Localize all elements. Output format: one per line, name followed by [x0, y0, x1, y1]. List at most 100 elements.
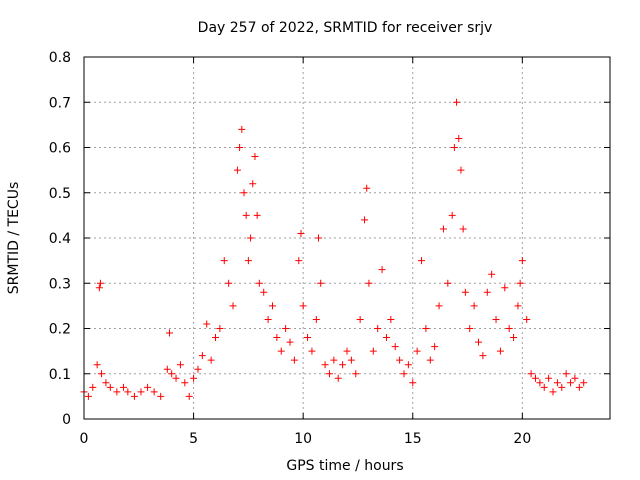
data-point — [203, 320, 211, 328]
data-point — [255, 279, 263, 287]
data-point — [378, 266, 386, 274]
data-point — [409, 379, 417, 387]
data-point — [444, 279, 452, 287]
data-point — [190, 374, 198, 382]
data-point — [558, 383, 566, 391]
data-point — [172, 374, 180, 382]
data-point — [575, 383, 583, 391]
data-point — [176, 361, 184, 369]
data-point — [150, 388, 158, 396]
data-point — [475, 338, 482, 346]
data-point — [185, 392, 193, 400]
data-point — [290, 356, 298, 364]
data-point — [352, 370, 360, 378]
data-point — [216, 325, 224, 332]
data-point — [238, 125, 246, 133]
data-point — [400, 370, 408, 378]
data-point — [130, 392, 138, 400]
data-point — [119, 383, 127, 391]
data-point — [220, 257, 228, 265]
data-point — [439, 225, 447, 233]
grid-lines — [84, 57, 610, 419]
data-point — [93, 361, 101, 369]
data-point — [531, 374, 539, 382]
data-point — [315, 234, 323, 242]
x-tick-label: 10 — [294, 431, 312, 447]
data-point — [242, 211, 250, 219]
data-point — [422, 325, 430, 332]
data-point — [562, 370, 570, 378]
data-point — [299, 302, 307, 310]
data-point — [225, 279, 233, 287]
data-point — [461, 288, 469, 296]
data-point — [418, 257, 426, 265]
data-point — [571, 374, 579, 382]
data-point — [510, 334, 518, 342]
data-point — [450, 144, 458, 151]
y-tick-label: 0.2 — [49, 322, 71, 338]
x-tick-label: 15 — [404, 431, 422, 447]
data-point — [295, 257, 303, 265]
data-point — [545, 374, 553, 382]
data-point — [124, 388, 132, 396]
data-point — [253, 211, 261, 219]
y-tick-label: 0.5 — [49, 186, 71, 202]
data-point — [89, 383, 97, 391]
data-point — [240, 189, 248, 197]
data-point — [277, 347, 285, 355]
data-point — [163, 365, 171, 373]
data-point — [198, 352, 206, 360]
data-point — [505, 325, 513, 332]
data-point — [330, 356, 338, 364]
data-point — [347, 356, 355, 364]
data-point — [308, 347, 316, 355]
data-point — [488, 270, 496, 278]
data-point — [365, 279, 373, 287]
data-point — [391, 343, 399, 351]
data-point — [325, 370, 333, 378]
data-point — [106, 383, 114, 391]
chart-title: Day 257 of 2022, SRMTID for receiver srj… — [198, 20, 493, 36]
data-point — [339, 361, 347, 369]
data-point — [165, 329, 173, 337]
data-point — [435, 302, 443, 310]
y-tick-label: 0.8 — [49, 50, 71, 66]
data-point — [514, 302, 522, 310]
data-point — [317, 279, 325, 287]
y-tick-label: 0.1 — [49, 367, 71, 383]
data-point — [264, 315, 272, 323]
data-point — [369, 347, 377, 355]
data-point — [207, 356, 215, 364]
y-tick-label: 0.4 — [49, 231, 71, 247]
x-tick-label: 0 — [80, 431, 89, 447]
data-point — [470, 302, 478, 310]
data-point — [549, 388, 557, 396]
data-point — [540, 383, 548, 391]
data-point — [457, 166, 465, 174]
data-point — [453, 98, 461, 106]
data-point — [396, 356, 404, 364]
data-point — [194, 365, 202, 373]
data-point — [492, 315, 500, 323]
data-point — [387, 315, 395, 323]
data-point — [363, 184, 371, 192]
data-point — [244, 257, 252, 265]
y-axis-label: SRMTID / TECUs — [6, 182, 22, 295]
data-point — [251, 153, 259, 161]
data-point — [282, 325, 290, 332]
data-point — [343, 347, 351, 355]
data-point — [268, 302, 276, 310]
data-point — [96, 279, 104, 287]
y-tick-label: 0 — [62, 412, 71, 428]
data-point — [304, 334, 312, 342]
data-point — [580, 379, 588, 387]
x-axis-label: GPS time / hours — [286, 458, 403, 474]
data-point — [483, 288, 491, 296]
data-point — [249, 180, 257, 188]
data-point — [236, 144, 244, 151]
data-point — [157, 392, 165, 400]
data-point — [247, 234, 255, 242]
data-point — [334, 374, 342, 382]
data-point — [273, 334, 281, 342]
